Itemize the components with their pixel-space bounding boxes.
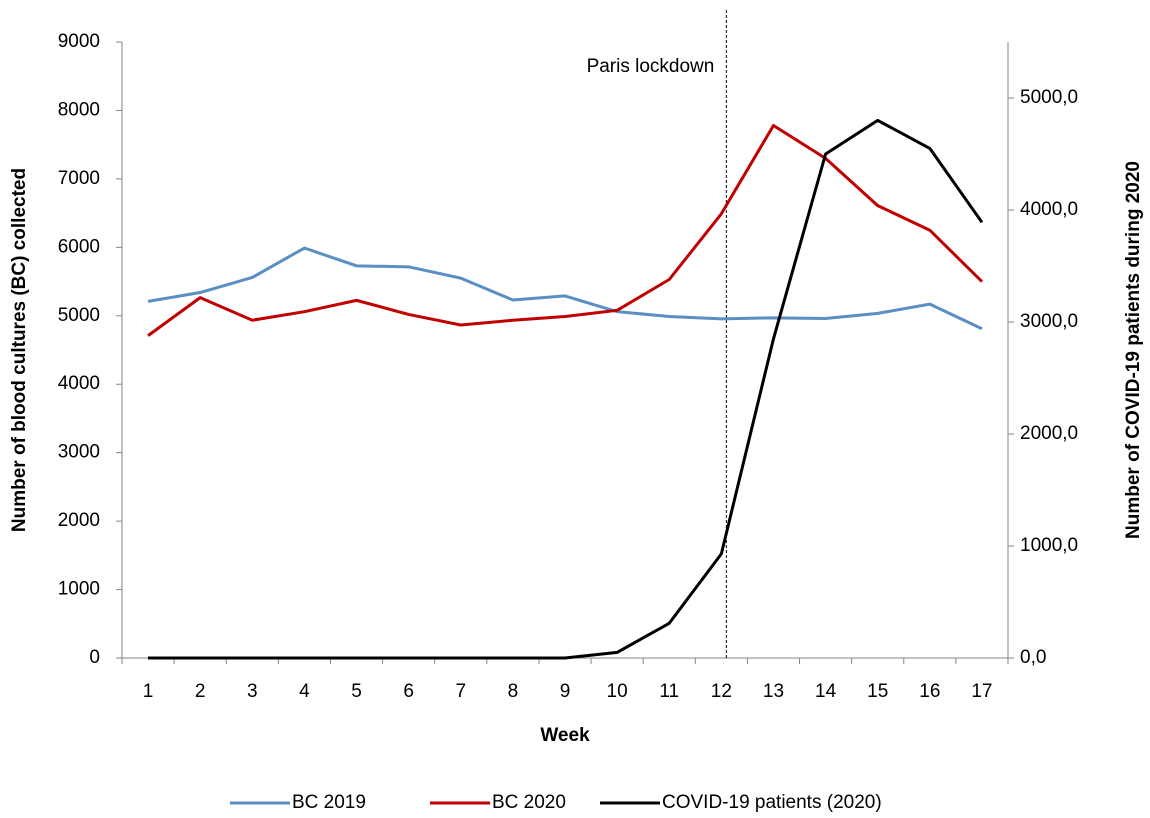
annotation: Paris lockdown (587, 56, 715, 77)
y-tick-label: 2000 (58, 510, 100, 531)
y2-tick-label: 3000,0 (1020, 311, 1078, 332)
y2-tick-label: 2000,0 (1020, 423, 1078, 444)
legend-label: BC 2019 (292, 792, 366, 813)
y2-tick-label: 0,0 (1020, 647, 1046, 668)
y2-tick-label: 5000,0 (1020, 87, 1078, 108)
y-tick-label: 5000 (58, 305, 100, 326)
x-tick-label: 2 (195, 681, 206, 702)
x-tick-label: 14 (815, 681, 837, 702)
x-tick-label: 10 (607, 681, 628, 702)
y-tick-label: 0 (89, 647, 100, 668)
x-tick-label: 7 (455, 681, 466, 702)
x-axis-title: Week (540, 725, 590, 746)
x-tick-label: 9 (560, 681, 571, 702)
y2-tick-label: 4000,0 (1020, 199, 1078, 220)
y-tick-label: 7000 (58, 168, 100, 189)
y-tick-label: 6000 (58, 236, 100, 257)
y-tick-label: 8000 (58, 99, 100, 120)
y-tick-label: 9000 (58, 31, 100, 52)
x-tick-label: 11 (659, 681, 679, 702)
legend-label: BC 2020 (492, 792, 566, 813)
y-tick-label: 4000 (58, 373, 100, 394)
y-tick-label: 3000 (58, 442, 100, 463)
x-tick-label: 5 (351, 681, 362, 702)
series-line (147, 246, 983, 331)
legend-label: COVID-19 patients (2020) (662, 792, 882, 813)
x-tick-label: 1 (143, 681, 154, 702)
x-tick-label: 8 (508, 681, 519, 702)
x-tick-label: 12 (711, 681, 732, 702)
x-tick-label: 4 (299, 681, 310, 702)
x-tick-label: 15 (867, 681, 888, 702)
y2-tick-label: 1000,0 (1020, 535, 1078, 556)
series-line (147, 124, 983, 337)
y2-axis-title: Number of COVID-19 patients during 2020 (1123, 161, 1144, 539)
x-tick-label: 16 (919, 681, 940, 702)
x-tick-label: 3 (247, 681, 258, 702)
x-tick-label: 17 (971, 681, 992, 702)
x-tick-label: 13 (763, 681, 784, 702)
y-tick-label: 1000 (58, 579, 100, 600)
series-line (148, 118, 984, 660)
y-axis-title: Number of blood cultures (BC) collected (9, 168, 30, 532)
x-tick-label: 6 (403, 681, 414, 702)
